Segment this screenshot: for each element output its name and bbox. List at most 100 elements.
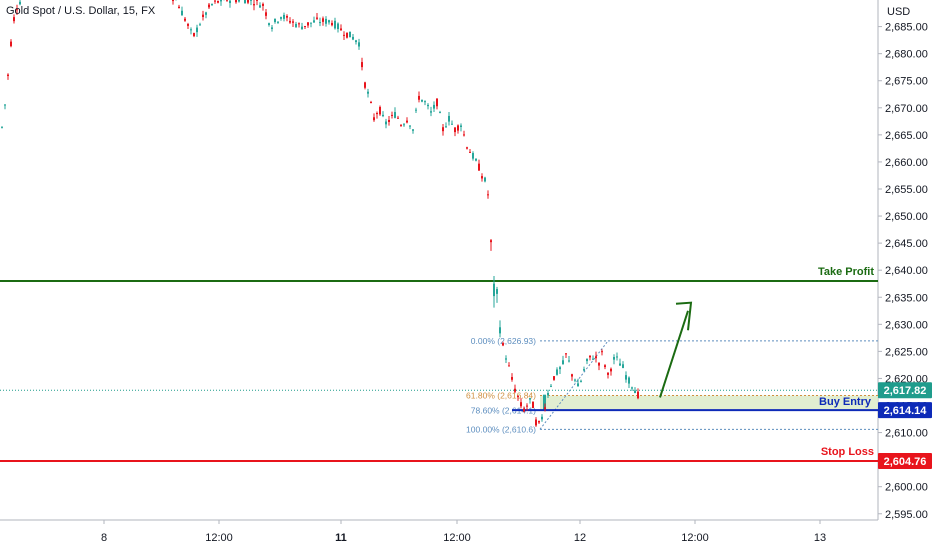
candle-body	[265, 12, 267, 16]
candle-body	[487, 194, 489, 196]
candle-body	[217, 0, 219, 3]
x-tick-label: 12:00	[681, 532, 709, 544]
candle-body	[475, 159, 477, 161]
candle-body	[565, 353, 567, 355]
candle-body	[415, 109, 417, 111]
candle-body	[10, 41, 12, 47]
current-price-tag: 2,617.82	[884, 385, 927, 397]
y-tick-label: 2,670.00	[885, 103, 928, 115]
candle-body	[508, 365, 510, 367]
candle-body	[490, 240, 492, 243]
candle-body	[283, 14, 285, 19]
candle-body	[469, 151, 471, 153]
candle-body	[358, 42, 360, 47]
candle-body	[391, 114, 393, 116]
candle-body	[271, 27, 273, 29]
candle-body	[4, 104, 6, 106]
candle-body	[16, 9, 18, 11]
candle-body	[178, 6, 180, 9]
candle-body	[280, 17, 282, 19]
candle-body	[472, 153, 474, 159]
candle-body	[442, 127, 444, 132]
candle-body	[187, 24, 189, 26]
candle-body	[481, 176, 483, 179]
fib-anchor-marker	[543, 394, 546, 411]
candle-body	[247, 0, 249, 3]
candle-body	[202, 14, 204, 18]
buy-entry-price-tag-bg	[878, 402, 932, 419]
candle-body	[550, 385, 552, 387]
candle-body	[298, 23, 300, 25]
candle-body	[445, 126, 447, 128]
candle-body	[292, 21, 294, 23]
candle-body	[517, 395, 519, 398]
candle-body	[376, 112, 378, 115]
candle-body	[262, 3, 264, 6]
candle-body	[340, 28, 342, 31]
candle-body	[496, 289, 498, 294]
candle-body	[388, 119, 390, 123]
candle-body	[412, 129, 414, 131]
candle-body	[532, 401, 534, 409]
candle-body	[190, 29, 192, 31]
candle-body	[595, 356, 597, 359]
candle-body	[346, 32, 348, 38]
chart-title: Gold Spot / U.S. Dollar, 15, FX	[6, 5, 156, 17]
candle-body	[274, 18, 276, 23]
candle-body	[433, 104, 435, 109]
candle-body	[511, 377, 513, 380]
candle-body	[547, 392, 549, 396]
candle-body	[196, 27, 198, 33]
candle-body	[355, 40, 357, 43]
candle-body	[610, 368, 612, 372]
candle-body	[211, 3, 213, 5]
buy-entry-label: Buy Entry	[819, 396, 872, 408]
candle-body	[439, 112, 441, 114]
fib-trend-line	[539, 340, 609, 430]
candle-body	[466, 147, 468, 149]
candle-body	[7, 74, 9, 77]
candle-body	[619, 363, 621, 366]
candle-body	[334, 20, 336, 29]
candle-body	[322, 18, 324, 22]
candle-body	[13, 17, 15, 22]
x-tick-label: 13	[814, 532, 826, 544]
candle-body	[364, 82, 366, 88]
candle-body	[214, 0, 216, 2]
y-tick-label: 2,685.00	[885, 22, 928, 34]
candle-body	[370, 101, 372, 103]
candle-body	[343, 34, 345, 36]
candle-body	[430, 111, 432, 113]
candle-body	[295, 23, 297, 27]
candle-body	[457, 125, 459, 131]
candle-body	[448, 115, 450, 122]
candle-body	[301, 26, 303, 30]
candle-body	[331, 22, 333, 26]
candle-body	[421, 99, 423, 102]
candle-body	[19, 1, 21, 5]
candle-body	[325, 18, 327, 24]
candle-body	[553, 376, 555, 380]
candle-body	[409, 125, 411, 127]
candle-body	[562, 360, 564, 365]
candle-body	[316, 17, 318, 19]
y-tick-label: 2,675.00	[885, 76, 928, 88]
candle-body	[484, 177, 486, 182]
candle-body	[634, 390, 636, 394]
candle-body	[514, 388, 516, 392]
candle-body	[268, 23, 270, 25]
candle-body	[604, 365, 606, 368]
y-tick-label: 2,625.00	[885, 346, 928, 358]
candle-body	[589, 355, 591, 358]
candle-body	[253, 4, 255, 6]
stop-loss-label: Stop Loss	[821, 446, 874, 458]
candle-body	[505, 358, 507, 360]
candle-body	[544, 407, 546, 410]
projection-arrow-head	[675, 301, 693, 331]
candle-body	[613, 357, 615, 360]
candle-body	[181, 10, 183, 16]
candle-body	[583, 369, 585, 371]
candle-body	[427, 104, 429, 107]
candle-body	[625, 375, 627, 380]
